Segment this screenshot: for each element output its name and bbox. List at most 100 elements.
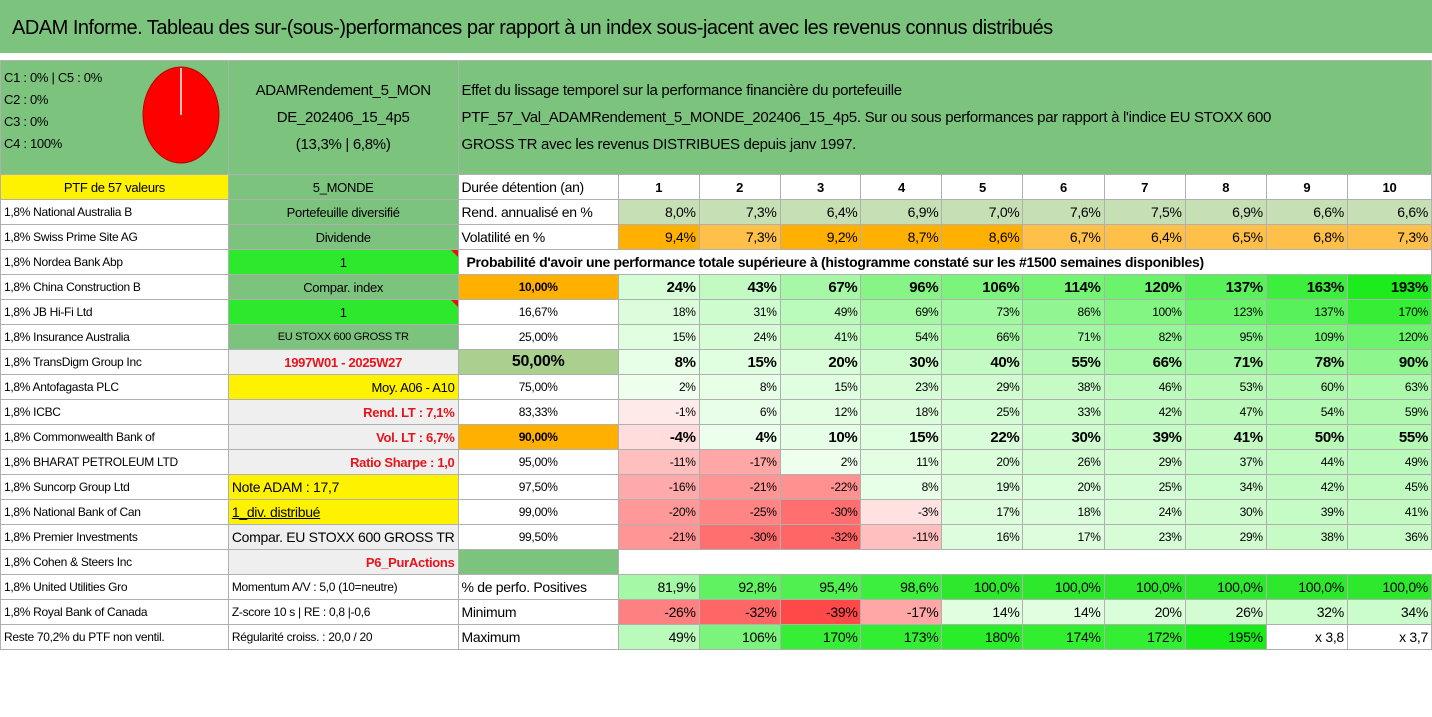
max-label: Maximum <box>457 624 619 650</box>
duration-label: Durée détention (an) <box>457 174 619 200</box>
cell-text: 18% <box>915 405 939 419</box>
quantile-value: 59% <box>1346 399 1432 425</box>
cell-text: 81,9% <box>657 579 696 595</box>
quantile-value: 44% <box>1265 449 1348 475</box>
holding-name: 1,8% TransDigm Group Inc <box>0 349 229 375</box>
quantile-label: 99,00% <box>457 499 619 525</box>
cell-text: 26% <box>1077 455 1101 469</box>
pos-value: 95,4% <box>779 574 862 600</box>
cell-text: 25% <box>1158 480 1182 494</box>
cell-text: 20% <box>1077 480 1101 494</box>
max-value: 174% <box>1022 624 1105 650</box>
holding-name: Reste 70,2% du PTF non ventil. <box>0 624 229 650</box>
cell-text: 25% <box>996 405 1020 419</box>
holding-name: 1,8% United Utilities Gro <box>0 574 229 600</box>
cell-text: 90% <box>1398 353 1428 371</box>
ptf-label: PTF de 57 valeurs <box>0 174 229 200</box>
year-header: 8 <box>1184 174 1267 200</box>
cell-text: 50% <box>1314 428 1344 446</box>
cell-text: 8,0% <box>664 204 696 220</box>
quantile-value: 20% <box>941 449 1024 475</box>
quantile-value: 2% <box>779 449 862 475</box>
cell-text: 7,0% <box>988 204 1020 220</box>
cell-text: 9 <box>1303 179 1311 195</box>
quantile-value: -32% <box>779 524 862 550</box>
quantile-value: -11% <box>617 449 700 475</box>
quantile-value: 90% <box>1346 349 1432 375</box>
cell-text: -1% <box>675 405 696 419</box>
cell-text: -11% <box>912 530 939 544</box>
cell-text: 46% <box>1158 380 1182 394</box>
cell-text: 38% <box>1320 530 1344 544</box>
cell-text: -21% <box>668 530 696 544</box>
quantile-value: 8% <box>698 374 781 400</box>
quantile-value: 10% <box>779 424 862 450</box>
cell-text: 8 <box>1222 179 1230 195</box>
pos-value: 100,0% <box>1103 574 1186 600</box>
cell-text: 2% <box>678 380 696 394</box>
cell-text: 71% <box>1233 353 1263 371</box>
info-cell: Vol. LT : 6,7% <box>227 424 459 450</box>
cell-text: 7,3% <box>745 229 777 245</box>
cell-text: % de perfo. Positives <box>461 579 588 595</box>
quantile-value: 42% <box>1265 474 1348 500</box>
portfolio-name-line: DE_202406_15_4p5 <box>276 109 410 126</box>
quantile-value: -21% <box>617 524 700 550</box>
rend-value: 6,6% <box>1346 199 1432 225</box>
cell-text: 2 <box>736 179 744 195</box>
cell-text: 1,8% JB Hi-Fi Ltd <box>4 305 93 319</box>
cell-text: 1997W01 - 2025W27 <box>284 354 403 370</box>
cell-text: 20% <box>1154 604 1182 620</box>
pos-value: 98,6% <box>860 574 943 600</box>
cell-text: 5_MONDE <box>312 179 374 195</box>
rend-value: 8,0% <box>617 199 700 225</box>
cell-text: -30% <box>830 505 858 519</box>
cell-text: 100,0% <box>1298 579 1344 595</box>
cell-text: 14% <box>1073 604 1101 620</box>
cell-text: 50,00% <box>511 353 565 370</box>
cell-text: 114% <box>1064 278 1101 296</box>
cell-text: 1,8% Antofagasta PLC <box>4 380 119 394</box>
cell-text: Maximum <box>461 629 521 645</box>
cell-text: 47% <box>1239 405 1263 419</box>
quantile-row: 1,8% JB Hi-Fi Ltd 1 16,67% 18% 31% 49% 69% 73% 8… <box>0 299 1432 325</box>
cell-text: 12% <box>834 405 858 419</box>
quantile-label: 95,00% <box>457 449 619 475</box>
cell-text: 6,4% <box>1150 229 1182 245</box>
cell-text: -4% <box>669 428 696 446</box>
cell-text: 24% <box>1158 505 1182 519</box>
cell-text: Reste 70,2% du PTF non ventil. <box>4 630 165 644</box>
description-line: GROSS TR avec les revenus DISTRIBUES dep… <box>461 136 857 153</box>
quantile-value: 193% <box>1346 274 1432 300</box>
quantile-value: -3% <box>860 499 943 525</box>
prob-label: Probabilité d'avoir une performance tota… <box>457 249 1432 275</box>
year-header: 1 <box>617 174 700 200</box>
max-value: x 3,7 <box>1346 624 1432 650</box>
quantile-value: 30% <box>1022 424 1105 450</box>
cell-text: Rend. LT : 7,1% <box>363 404 455 420</box>
info-cell: Z-score 10 s | RE : 0,8 |-0,6 <box>227 599 459 625</box>
cell-text: 71% <box>1077 330 1101 344</box>
rend-value: 6,6% <box>1265 199 1348 225</box>
cell-text: 99,00% <box>518 505 558 519</box>
quantile-value: 163% <box>1265 274 1348 300</box>
info-cell: Note ADAM : 17,7 <box>227 474 459 500</box>
cell-text: 1,8% ICBC <box>4 405 61 419</box>
cell-text: 1,8% Swiss Prime Site AG <box>4 230 138 244</box>
cell-text: 100,0% <box>1382 579 1428 595</box>
cell-text: 6,6% <box>1313 204 1344 220</box>
cell-text: 30% <box>1239 505 1263 519</box>
holding-name: 1,8% Antofagasta PLC <box>0 374 229 400</box>
cell-text: 10 <box>1382 179 1397 195</box>
quantile-label: 97,50% <box>457 474 619 500</box>
quantile-value: 170% <box>1346 299 1432 325</box>
cell-text: 36% <box>1404 530 1428 544</box>
quantile-value: 23% <box>1103 524 1186 550</box>
info-cell: Régularité croiss. : 20,0 / 20 <box>227 624 459 650</box>
description: Effet du lissage temporel sur la perform… <box>457 60 1432 175</box>
cell-text: 8% <box>674 353 696 371</box>
quantile-value: 86% <box>1022 299 1105 325</box>
cell-text: -20% <box>668 505 696 519</box>
vol-value: 7,3% <box>1346 224 1432 250</box>
config-line: C3 : 0% <box>4 114 49 129</box>
